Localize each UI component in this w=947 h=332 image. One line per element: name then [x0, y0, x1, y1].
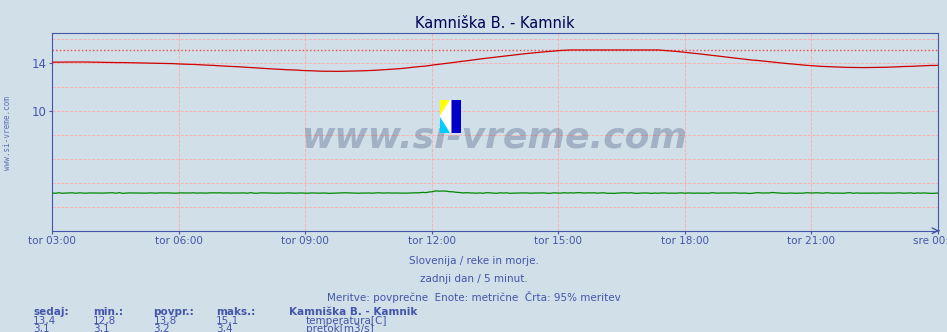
Text: 12,8: 12,8: [93, 316, 116, 326]
Text: povpr.:: povpr.:: [153, 307, 194, 317]
Text: sedaj:: sedaj:: [33, 307, 69, 317]
Title: Kamniška B. - Kamnik: Kamniška B. - Kamnik: [415, 16, 575, 31]
Text: temperatura[C]: temperatura[C]: [306, 316, 387, 326]
Text: 13,4: 13,4: [33, 316, 57, 326]
Text: Meritve: povprečne  Enote: metrične  Črta: 95% meritev: Meritve: povprečne Enote: metrične Črta:…: [327, 291, 620, 303]
Polygon shape: [440, 100, 451, 133]
Text: zadnji dan / 5 minut.: zadnji dan / 5 minut.: [420, 274, 527, 284]
Text: Kamniška B. - Kamnik: Kamniška B. - Kamnik: [289, 307, 418, 317]
Text: 3,4: 3,4: [216, 324, 233, 332]
Text: 15,1: 15,1: [216, 316, 240, 326]
Polygon shape: [440, 100, 451, 116]
Text: www.si-vreme.com: www.si-vreme.com: [302, 121, 688, 155]
Text: pretok[m3/s]: pretok[m3/s]: [306, 324, 374, 332]
Text: 3,1: 3,1: [93, 324, 110, 332]
Text: Slovenija / reke in morje.: Slovenija / reke in morje.: [408, 256, 539, 266]
Text: min.:: min.:: [93, 307, 123, 317]
Text: www.si-vreme.com: www.si-vreme.com: [3, 96, 12, 170]
Text: maks.:: maks.:: [216, 307, 255, 317]
Polygon shape: [440, 116, 451, 133]
Text: 3,2: 3,2: [153, 324, 170, 332]
Polygon shape: [451, 100, 461, 133]
Text: 13,8: 13,8: [153, 316, 177, 326]
Text: 3,1: 3,1: [33, 324, 50, 332]
